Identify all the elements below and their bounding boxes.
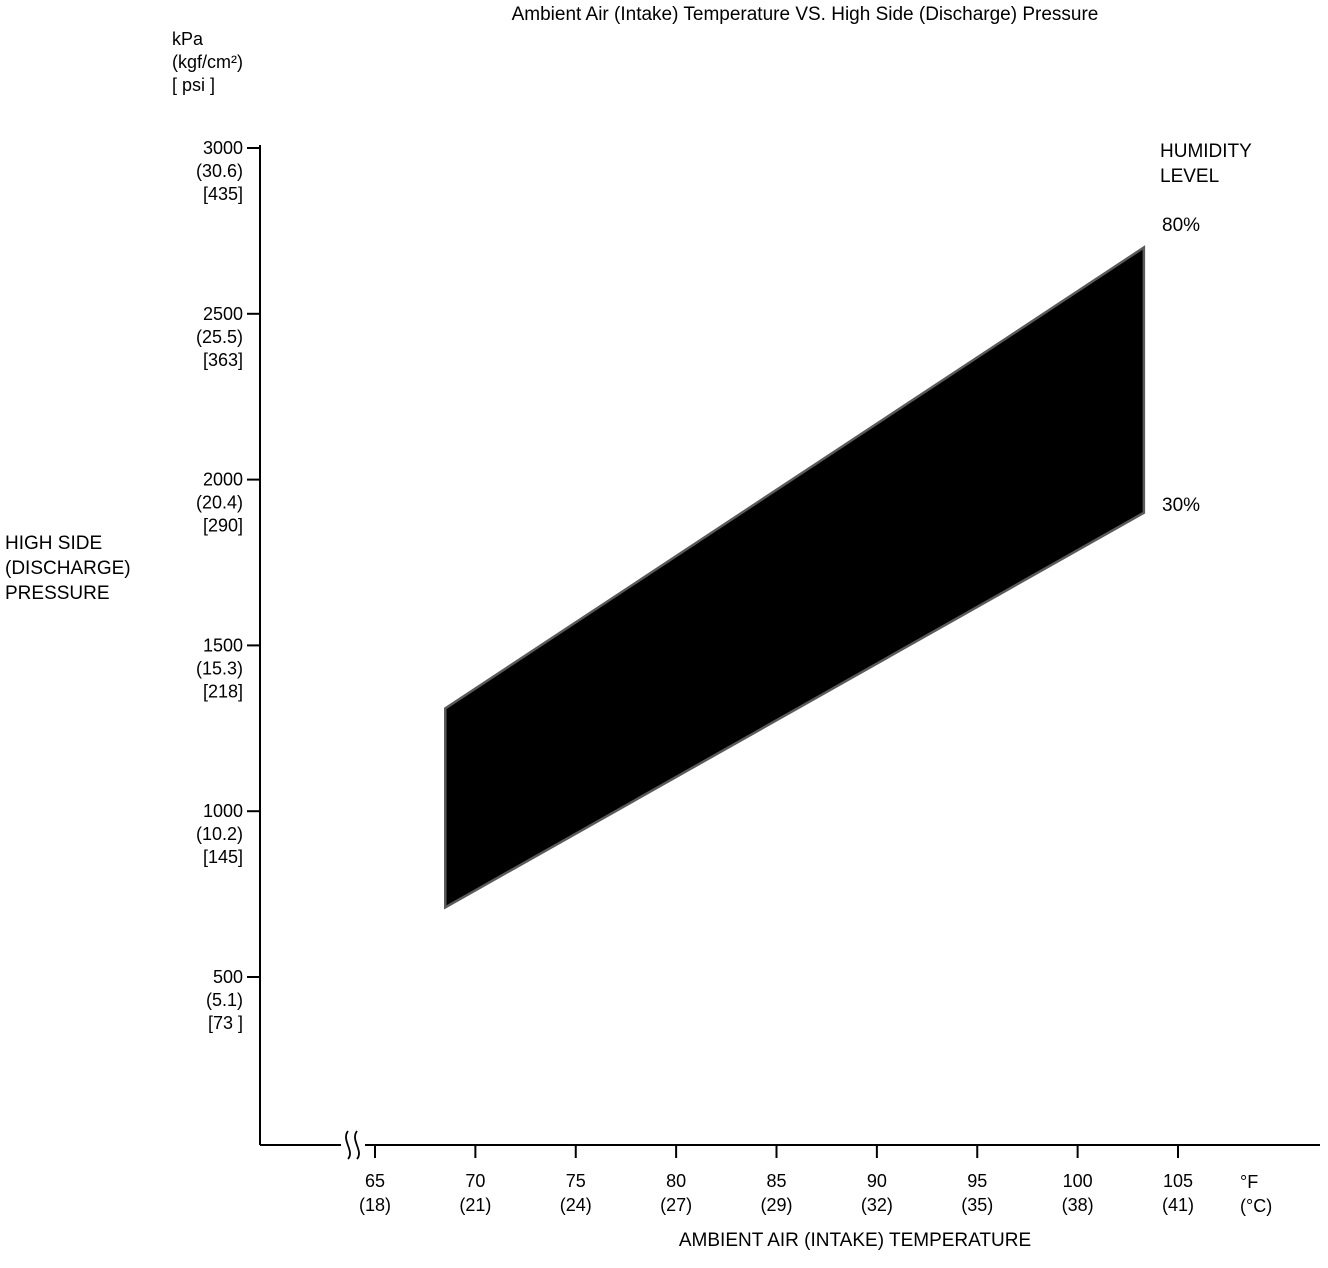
- x-tick-label: 80 (27): [660, 1171, 692, 1215]
- humidity-80-label: 80%: [1162, 215, 1201, 236]
- axis-break-squiggle: [354, 1130, 360, 1160]
- x-axis-title: AMBIENT AIR (INTAKE) TEMPERATURE: [678, 1230, 1032, 1251]
- y-tick-label: 500 (5.1) [73 ]: [206, 967, 243, 1033]
- x-unit-c: (°C): [1240, 1196, 1273, 1216]
- humidity-30-label: 30%: [1162, 495, 1201, 516]
- y-tick-label: 1000 (10.2) [145]: [196, 801, 243, 867]
- x-unit-f: °F: [1240, 1172, 1259, 1192]
- y-unit-kgfcm2: (kgf/cm²): [172, 52, 243, 72]
- x-tick-label: 65 (18): [359, 1171, 391, 1215]
- y-axis-units: kPa (kgf/cm²) [ psi ]: [172, 28, 243, 97]
- y-tick-label: 1500 (15.3) [218]: [196, 635, 243, 701]
- x-tick-label: 95 (35): [961, 1171, 993, 1215]
- y-unit-kpa: kPa: [172, 29, 204, 49]
- x-tick-label: 70 (21): [459, 1171, 491, 1215]
- x-tick-label: 100 (38): [1062, 1171, 1094, 1215]
- y-tick-label: 3000 (30.6) [435]: [196, 138, 243, 204]
- y-tick-label: 2500 (25.5) [363]: [196, 304, 243, 370]
- y-unit-psi: [ psi ]: [172, 75, 216, 95]
- humidity-pressure-band: [444, 245, 1146, 910]
- x-tick-label: 90 (32): [861, 1171, 893, 1215]
- y-axis-title: HIGH SIDE (DISCHARGE) PRESSURE: [5, 531, 131, 606]
- axis-break-gap: [341, 1140, 365, 1151]
- x-tick-label: 105 (41): [1162, 1171, 1194, 1215]
- x-tick-label: 75 (24): [560, 1171, 592, 1215]
- axis-break-squiggle: [345, 1130, 351, 1160]
- legend-title-line: HUMIDITY: [1160, 141, 1252, 162]
- y-axis-title-line: PRESSURE: [5, 583, 110, 604]
- y-axis-title-line: HIGH SIDE: [5, 533, 103, 554]
- y-tick-label: 2000 (20.4) [290]: [196, 470, 243, 536]
- x-tick-label: 85 (29): [760, 1171, 792, 1215]
- x-axis-units: °F (°C): [1240, 1170, 1272, 1218]
- y-axis-title-line: (DISCHARGE): [5, 558, 131, 579]
- legend-title: HUMIDITY LEVEL: [1160, 139, 1252, 189]
- chart-title: Ambient Air (Intake) Temperature VS. Hig…: [511, 4, 1099, 25]
- legend-title-line: LEVEL: [1160, 166, 1220, 187]
